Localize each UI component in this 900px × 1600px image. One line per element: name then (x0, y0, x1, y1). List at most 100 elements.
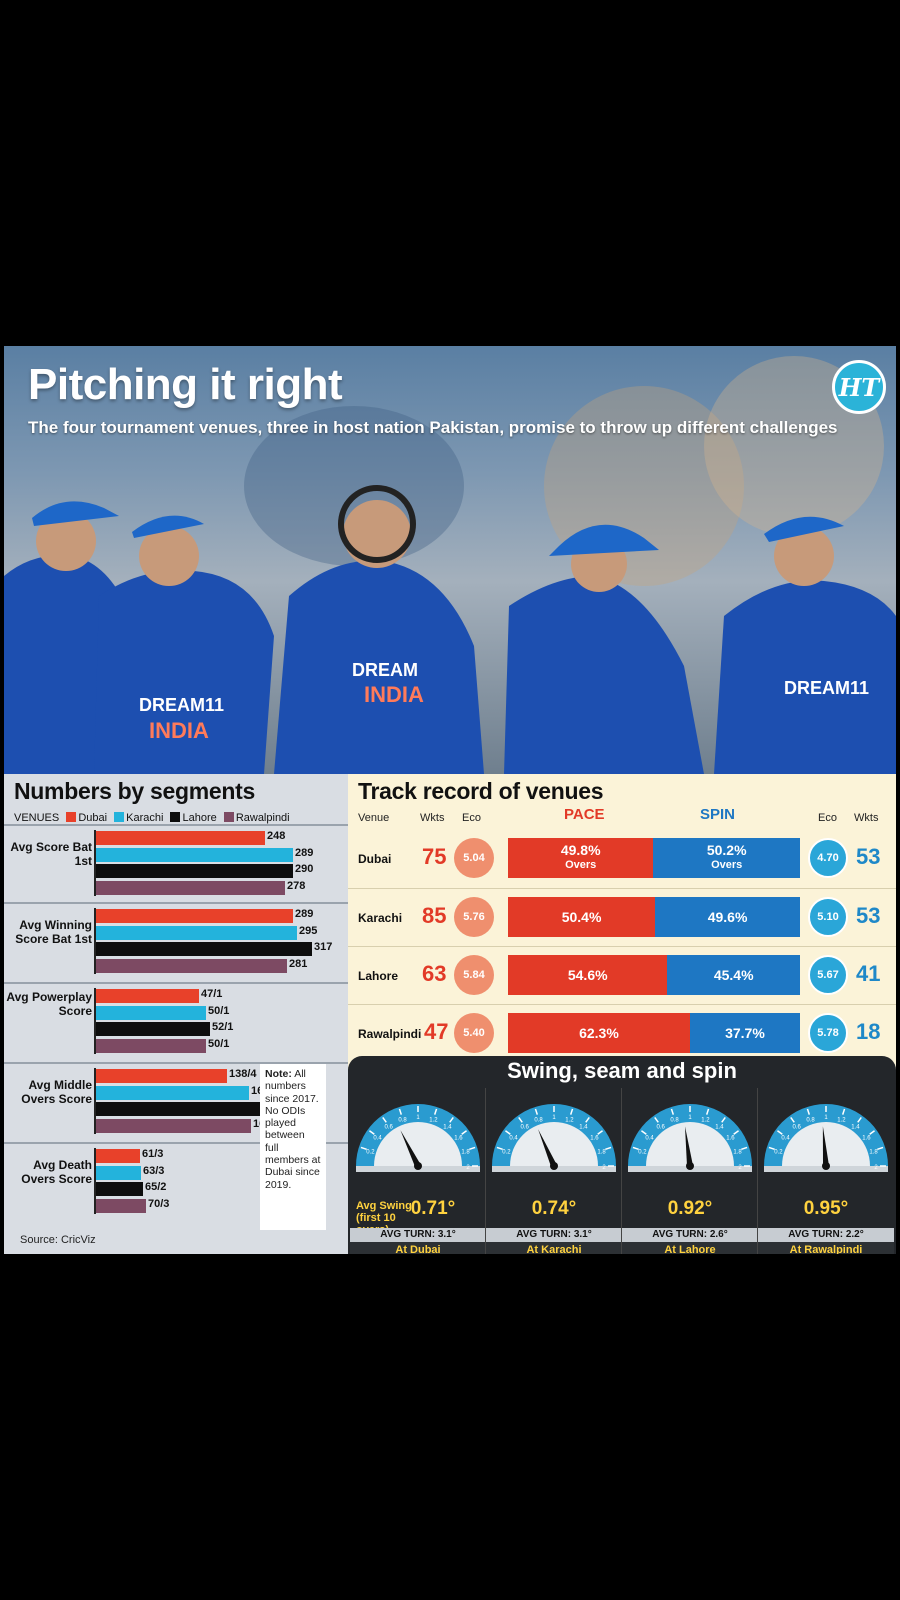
gauge-value: 0.74° (531, 1198, 577, 1219)
gauge-dial: 0.2 0.40.6 0.8 1 1.2 1.41.6 1.8 2 (628, 1104, 752, 1172)
players-illustration: DREAM11 DREAM DREAM11 INDIA INDIA (4, 485, 896, 774)
gauge-tick-label: 0.8 (806, 1117, 815, 1123)
pace-share-label: 49.8% (560, 842, 601, 858)
segment-axis (94, 1148, 96, 1214)
gauge-tick-label: 1.4 (715, 1125, 724, 1131)
gauge-value: 0.71° (410, 1198, 456, 1219)
gauge-face (646, 1122, 734, 1166)
gauge-value: 0.92° (667, 1198, 713, 1219)
gauge-tick-label: 1.6 (726, 1136, 735, 1142)
gauge-tick (877, 1146, 884, 1151)
col-wkts-pace: Wkts (420, 812, 445, 824)
bar-karachi (96, 847, 293, 862)
gauge-tick (721, 1117, 726, 1123)
spin-share-label: 49.6% (707, 908, 748, 925)
gauge-tick-label: 1.6 (454, 1136, 463, 1142)
bar-karachi (96, 1165, 141, 1180)
bar-lahore (96, 1182, 143, 1196)
track-row: Rawalpindi 47 5.40 62.3% 37.7% 5.78 18 (348, 1004, 896, 1062)
pace-share-bar: 50.4% (508, 897, 656, 937)
pace-economy-badge: 5.84 (454, 955, 494, 995)
track-row: Dubai 75 5.04 49.8% Overs 50.2% Overs 4.70 53 (348, 830, 896, 888)
segment-group (4, 982, 348, 1062)
gauge-tick (433, 1108, 438, 1115)
track-heading: Track record of venues (358, 778, 604, 804)
pace-share-bar: 54.6% (508, 955, 668, 995)
gauge-tick-label: 0.2 (502, 1150, 511, 1156)
pace-overs-label: Overs (565, 859, 597, 871)
bar-karachi (96, 1005, 206, 1020)
gauge-tick-label: 1.6 (590, 1136, 599, 1142)
gauge-tick (605, 1146, 612, 1151)
segment-label: Avg Winning Score Bat 1st (15, 918, 92, 946)
avg-turn-label: AVG TURN: 3.1° (486, 1228, 622, 1242)
gauge-tick-label: 1.2 (701, 1117, 710, 1123)
pace-wickets: 85 (422, 903, 447, 928)
venue-name: Dubai (358, 852, 392, 866)
pace-spin-split-bar: 49.8% Overs 50.2% Overs (508, 838, 800, 878)
gauge-tick-label: 0.4 (373, 1136, 382, 1142)
bar-dubai (96, 1149, 140, 1163)
avg-turn-label: AVG TURN: 2.2° (758, 1228, 894, 1242)
gauge-tick-label: 0.6 (656, 1125, 665, 1131)
segment-label: Avg Score Bat 1st (10, 840, 92, 868)
svg-text:INDIA: INDIA (149, 718, 209, 743)
gauge-tick-label: 0.8 (398, 1117, 407, 1123)
bar-value: 289 (295, 846, 314, 859)
gauge-tick (841, 1108, 846, 1115)
bar-value: 289 (295, 908, 314, 920)
pace-economy-badge: 5.40 (454, 1013, 494, 1053)
gauge-tick (496, 1146, 503, 1151)
legend-swatch-rawalpindi (223, 812, 234, 822)
col-venue: Venue (358, 812, 390, 824)
legend-swatch-lahore (170, 812, 181, 822)
gauge-tick-label: 1.8 (733, 1150, 742, 1156)
gauge-tick-label: 0.2 (366, 1150, 375, 1156)
gauge-tick-label: 0.6 (792, 1125, 801, 1131)
spin-share-bar: 50.2% Overs (653, 838, 800, 878)
track-record-panel: Track record of venues Venue Wkts Eco PA… (348, 774, 896, 1254)
spin-share-label: 37.7% (725, 1024, 765, 1041)
spin-wickets: 41 (856, 961, 881, 986)
gauge-tick (806, 1108, 811, 1115)
gauges-panel: Swing, seam and spin 0.2 0.4 0.6 0.8 1 1.2 1.4… (348, 1056, 896, 1254)
col-pace: PACE (564, 806, 605, 823)
gauge-tick-label: 1.8 (461, 1150, 470, 1156)
gauge-dial: 0.2 0.40.6 0.8 1 1.2 1.41.6 1.8 2 (356, 1104, 480, 1172)
legend-swatch-karachi (114, 812, 125, 822)
gauge-face (374, 1122, 462, 1166)
swing-gauge: 0.2 0.4 0.6 0.8 1 1.2 1.4 1.6 1.8 2 0.74° AVG TURN:… (486, 1088, 622, 1254)
segments-heading: Numbers by segments (14, 778, 255, 804)
gauge-tick (777, 1130, 783, 1135)
hero-photo: DREAM11 DREAM DREAM11 INDIA INDIA Pitchi… (4, 346, 896, 774)
segments-legend: VENUES Dubai Karachi Lahore Rawalpindi (14, 812, 290, 824)
gauge-hub (550, 1162, 558, 1170)
gauge-divider (621, 1088, 622, 1254)
gauge-tick-label: 0.4 (781, 1136, 790, 1142)
pace-share-bar: 49.8% Overs (508, 838, 654, 878)
pace-wickets: 63 (422, 961, 447, 986)
spin-share-bar: 37.7% (689, 1013, 800, 1053)
pace-economy-badge: 5.04 (454, 838, 494, 878)
gauge-needle (538, 1129, 557, 1168)
segment-label: Avg Middle Overs Score (21, 1078, 92, 1106)
gauge-tick (534, 1108, 539, 1115)
infographic-card: DREAM11 DREAM DREAM11 INDIA INDIA Pitchi… (4, 346, 896, 1254)
svg-text:DREAM11: DREAM11 (139, 695, 224, 715)
bar-rawalpindi (96, 1038, 206, 1053)
bar-value: 248 (267, 830, 286, 842)
gauge-tick-label: 1.4 (579, 1125, 588, 1131)
bar-karachi (96, 925, 297, 940)
gauge-divider (757, 1088, 758, 1254)
gauge-venue: At Dubai (350, 1242, 486, 1254)
gauge-venue: At Rawalpindi (758, 1242, 894, 1254)
note-label: Note: (265, 1068, 292, 1080)
col-eco-pace: Eco (462, 812, 481, 824)
gauge-tick (733, 1130, 739, 1135)
gauge-tick-label: 1.8 (869, 1150, 878, 1156)
bar-dubai (96, 1069, 227, 1083)
gauge-hub (822, 1162, 830, 1170)
gauge-tick (569, 1108, 574, 1115)
gauge-tick-label: 1.2 (565, 1117, 574, 1123)
pace-spin-split-bar: 54.6% 45.4% (508, 955, 800, 995)
